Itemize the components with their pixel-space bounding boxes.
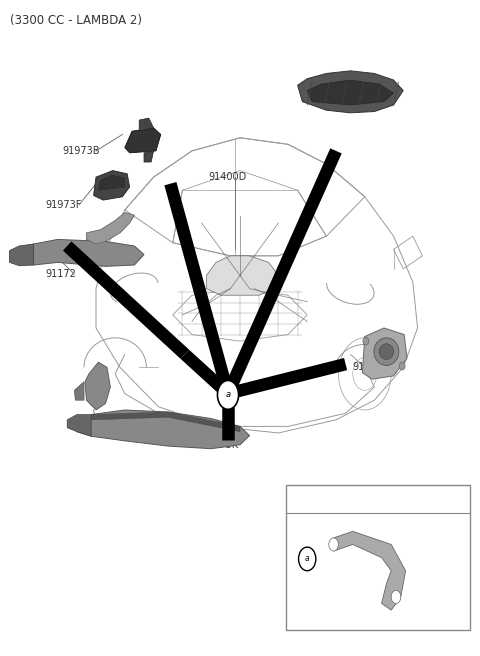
Circle shape bbox=[363, 337, 369, 345]
Text: a: a bbox=[305, 554, 310, 564]
Polygon shape bbox=[144, 151, 154, 162]
Text: (3300 CC - LAMBDA 2): (3300 CC - LAMBDA 2) bbox=[10, 14, 142, 28]
Polygon shape bbox=[91, 412, 240, 432]
Text: 91172: 91172 bbox=[46, 269, 76, 279]
Polygon shape bbox=[94, 171, 130, 200]
Text: 91932N: 91932N bbox=[355, 554, 393, 564]
FancyBboxPatch shape bbox=[286, 485, 470, 630]
Polygon shape bbox=[298, 71, 403, 113]
Polygon shape bbox=[86, 213, 134, 244]
Polygon shape bbox=[85, 362, 110, 410]
Text: 91973J: 91973J bbox=[317, 88, 350, 98]
Polygon shape bbox=[334, 531, 406, 610]
Polygon shape bbox=[67, 415, 91, 436]
Circle shape bbox=[299, 547, 316, 571]
Text: a: a bbox=[226, 390, 230, 400]
Text: 91400D: 91400D bbox=[209, 172, 247, 182]
Text: 91973F: 91973F bbox=[46, 199, 82, 210]
Polygon shape bbox=[77, 410, 250, 449]
Text: 91973K: 91973K bbox=[202, 440, 239, 450]
Circle shape bbox=[399, 362, 405, 370]
Polygon shape bbox=[98, 175, 125, 190]
Circle shape bbox=[329, 538, 338, 551]
Polygon shape bbox=[125, 128, 161, 153]
Polygon shape bbox=[307, 80, 394, 105]
Circle shape bbox=[217, 380, 239, 409]
Polygon shape bbox=[19, 239, 144, 266]
Text: 91491: 91491 bbox=[74, 420, 105, 430]
Text: 91973C: 91973C bbox=[353, 362, 390, 373]
Polygon shape bbox=[206, 256, 278, 295]
Circle shape bbox=[391, 590, 401, 604]
Ellipse shape bbox=[374, 338, 399, 365]
Ellipse shape bbox=[379, 344, 394, 359]
Polygon shape bbox=[139, 118, 154, 131]
Polygon shape bbox=[74, 382, 84, 400]
Polygon shape bbox=[10, 244, 34, 266]
Polygon shape bbox=[362, 328, 407, 379]
Text: 91973B: 91973B bbox=[62, 146, 100, 156]
